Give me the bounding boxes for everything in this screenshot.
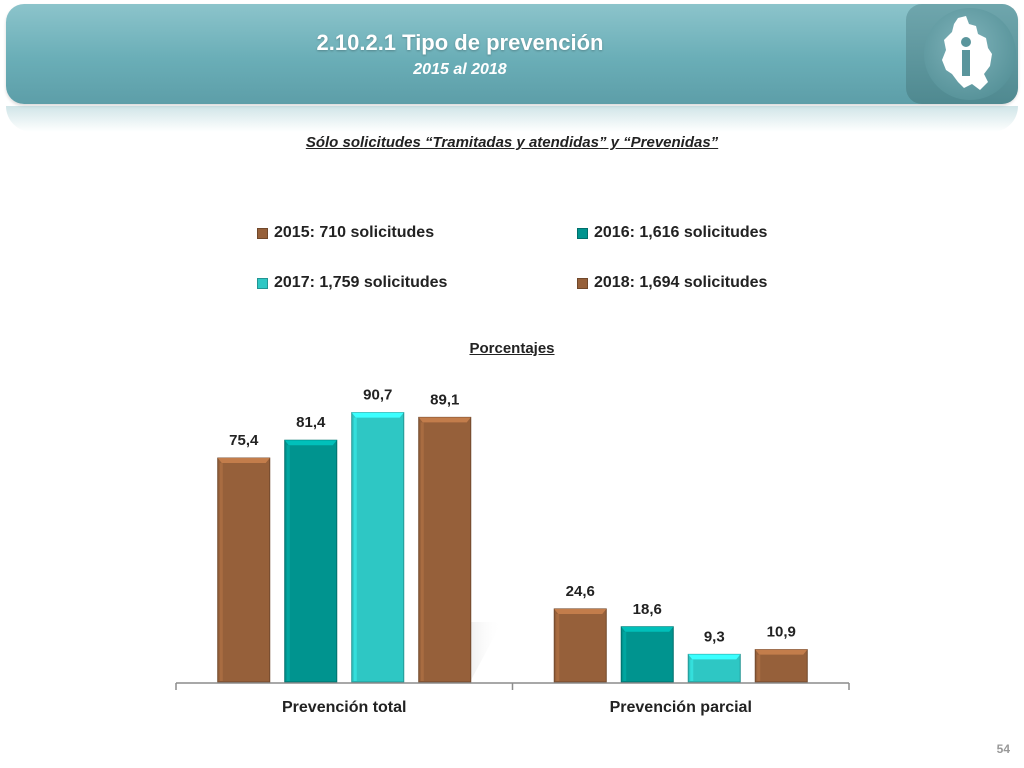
bar-highlight-1-0 [556,613,560,681]
bar-1-0 [553,608,607,683]
data-label-0-0: 75,4 [229,432,259,449]
units-label: Porcentajes [469,340,555,357]
data-label-1-3: 10,9 [767,624,796,641]
header-reflection [6,106,1018,132]
bar-0-2 [351,412,405,683]
bar-bevel-0-3 [418,417,471,423]
legend-swatch-2015 [257,227,268,239]
bar-0-0 [217,457,271,683]
bar-bevel-1-3 [755,649,808,655]
page-title: 2.10.2.1 Tipo de prevención [316,30,604,55]
bar-0-3 [418,416,472,683]
legend-item-2016: 2016: 1,616 solicitudes [577,223,767,243]
bar-1-1 [620,626,674,683]
legend-label-2018: 2018: 1,694 solicitudes [594,274,768,291]
legend-label-2015: 2015: 710 solicitudes [274,224,435,241]
cdmx-map-logo-icon [942,16,992,90]
bar-highlight-1-2 [690,659,694,681]
bar-bevel-1-0 [554,608,607,614]
bars-layer: 75,4 81,4 90,7 89,1 24,6 18,6 9,3 10,9 [217,387,808,683]
header-banner [6,4,1018,104]
legend-swatch-2018 [577,277,588,289]
bar-highlight-0-0 [219,463,223,681]
legend-label-2016: 2016: 1,616 solicitudes [594,224,768,241]
bar-bevel-0-2 [351,412,404,418]
data-label-1-2: 9,3 [704,628,725,645]
page-number: 54 [996,742,1010,756]
bar-highlight-0-2 [353,417,357,681]
category-label-0: Prevención total [282,699,406,716]
logo-container [906,4,1018,104]
data-label-0-1: 81,4 [296,414,326,431]
data-label-0-2: 90,7 [363,387,392,404]
legend-item-2018: 2018: 1,694 solicitudes [577,273,767,293]
bar-highlight-0-1 [286,445,290,681]
bar-highlight-1-1 [623,631,627,681]
legend-item-2015: 2015: 710 solicitudes [257,223,434,243]
bar-0-1 [284,439,338,683]
category-label-1: Prevención parcial [610,699,752,716]
bar-bevel-0-0 [217,458,270,464]
chart-subtitle: Sólo solicitudes “Tramitadas y atendidas… [305,134,719,151]
bar-highlight-0-3 [420,422,424,681]
data-label-1-0: 24,6 [566,583,595,600]
legend-swatch-2017 [257,277,268,289]
bar-bevel-1-1 [621,626,674,632]
bar-1-3 [754,649,808,683]
data-label-0-3: 89,1 [430,391,459,408]
legend-label-2017: 2017: 1,759 solicitudes [274,274,448,291]
legend-item-2017: 2017: 1,759 solicitudes [257,273,447,293]
page-subtitle: 2015 al 2018 [413,61,507,78]
bar-highlight-1-3 [757,654,761,681]
bar-bevel-0-1 [284,440,337,446]
bar-bevel-1-2 [688,654,741,660]
data-label-1-1: 18,6 [633,601,662,618]
x-axis: Prevención total Prevención parcial [175,682,850,716]
legend-swatch-2016 [577,227,588,239]
